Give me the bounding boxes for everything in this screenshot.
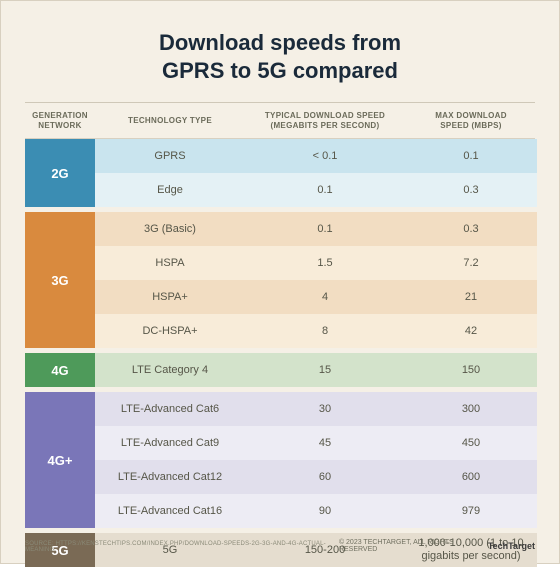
cell-max-speed: 0.3 (405, 184, 537, 197)
techtarget-logo: TechTarget (488, 541, 535, 551)
cell-typical-speed: 60 (245, 471, 405, 484)
cell-max-speed: 600 (405, 471, 537, 484)
cell-technology: DC-HSPA+ (95, 325, 245, 338)
cell-typical-speed: < 0.1 (245, 150, 405, 163)
table-row: HSPA1.57.2 (95, 246, 537, 280)
cell-typical-speed: 45 (245, 437, 405, 450)
header-max-speed: MAX DOWNLOAD SPEED (MBPS) (405, 111, 537, 130)
cell-max-speed: 300 (405, 403, 537, 416)
generation-rows: GPRS< 0.10.1Edge0.10.3 (95, 139, 537, 207)
cell-technology: LTE-Advanced Cat12 (95, 471, 245, 484)
page-title: Download speeds from GPRS to 5G compared (25, 29, 535, 84)
generation-rows: LTE-Advanced Cat630300LTE-Advanced Cat94… (95, 392, 537, 528)
table-row: HSPA+421 (95, 280, 537, 314)
cell-typical-speed: 30 (245, 403, 405, 416)
generation-group: 4G+LTE-Advanced Cat630300LTE-Advanced Ca… (25, 392, 535, 528)
footer: SOURCE: HTTPS://KENSTECHTIPS.COM/INDEX.P… (25, 539, 535, 553)
generation-label: 2G (25, 139, 95, 207)
header-technology: TECHNOLOGY TYPE (95, 116, 245, 126)
table-row: LTE-Advanced Cat945450 (95, 426, 537, 460)
header-generation: GENERATION NETWORK (25, 111, 95, 130)
generation-group: 3G3G (Basic)0.10.3HSPA1.57.2HSPA+421DC-H… (25, 212, 535, 348)
cell-max-speed: 150 (405, 364, 537, 377)
header-typical-speed: TYPICAL DOWNLOAD SPEED (MEGABITS PER SEC… (245, 111, 405, 130)
cell-max-speed: 21 (405, 291, 537, 304)
table-header-row: GENERATION NETWORK TECHNOLOGY TYPE TYPIC… (25, 103, 535, 139)
cell-typical-speed: 8 (245, 325, 405, 338)
cell-max-speed: 0.3 (405, 223, 537, 236)
cell-max-speed: 7.2 (405, 257, 537, 270)
cell-max-speed: 450 (405, 437, 537, 450)
cell-technology: HSPA (95, 257, 245, 270)
copyright: © 2023 TECHTARGET, ALL RIGHTS RESERVED T… (339, 539, 535, 553)
table-row: LTE-Advanced Cat630300 (95, 392, 537, 426)
table-row: Edge0.10.3 (95, 173, 537, 207)
table-row: LTE Category 415150 (95, 353, 537, 387)
generation-label: 3G (25, 212, 95, 348)
title-line-2: GPRS to 5G compared (162, 58, 398, 83)
copyright-text: © 2023 TECHTARGET, ALL RIGHTS RESERVED (339, 539, 484, 553)
table-row: LTE-Advanced Cat1690979 (95, 494, 537, 528)
table-row: LTE-Advanced Cat1260600 (95, 460, 537, 494)
cell-technology: LTE-Advanced Cat6 (95, 403, 245, 416)
cell-technology: Edge (95, 184, 245, 197)
cell-max-speed: 42 (405, 325, 537, 338)
cell-technology: LTE-Advanced Cat9 (95, 437, 245, 450)
generation-label: 4G+ (25, 392, 95, 528)
cell-max-speed: 0.1 (405, 150, 537, 163)
table-row: DC-HSPA+842 (95, 314, 537, 348)
cell-typical-speed: 0.1 (245, 184, 405, 197)
generation-group: 4GLTE Category 415150 (25, 353, 535, 387)
cell-technology: 3G (Basic) (95, 223, 245, 236)
title-line-1: Download speeds from (159, 30, 401, 55)
generation-group: 2GGPRS< 0.10.1Edge0.10.3 (25, 139, 535, 207)
cell-typical-speed: 4 (245, 291, 405, 304)
cell-max-speed: 979 (405, 505, 537, 518)
source-text: SOURCE: HTTPS://KENSTECHTIPS.COM/INDEX.P… (25, 541, 339, 553)
table-body: 2GGPRS< 0.10.1Edge0.10.33G3G (Basic)0.10… (25, 139, 535, 567)
cell-typical-speed: 15 (245, 364, 405, 377)
cell-typical-speed: 90 (245, 505, 405, 518)
generation-rows: 3G (Basic)0.10.3HSPA1.57.2HSPA+421DC-HSP… (95, 212, 537, 348)
infographic-card: Download speeds from GPRS to 5G compared… (0, 0, 560, 564)
cell-technology: LTE Category 4 (95, 364, 245, 377)
cell-technology: GPRS (95, 150, 245, 163)
table-row: 3G (Basic)0.10.3 (95, 212, 537, 246)
generation-rows: LTE Category 415150 (95, 353, 537, 387)
table-row: GPRS< 0.10.1 (95, 139, 537, 173)
cell-typical-speed: 1.5 (245, 257, 405, 270)
generation-label: 4G (25, 353, 95, 387)
cell-technology: HSPA+ (95, 291, 245, 304)
cell-typical-speed: 0.1 (245, 223, 405, 236)
speed-table: GENERATION NETWORK TECHNOLOGY TYPE TYPIC… (25, 102, 535, 567)
cell-technology: LTE-Advanced Cat16 (95, 505, 245, 518)
